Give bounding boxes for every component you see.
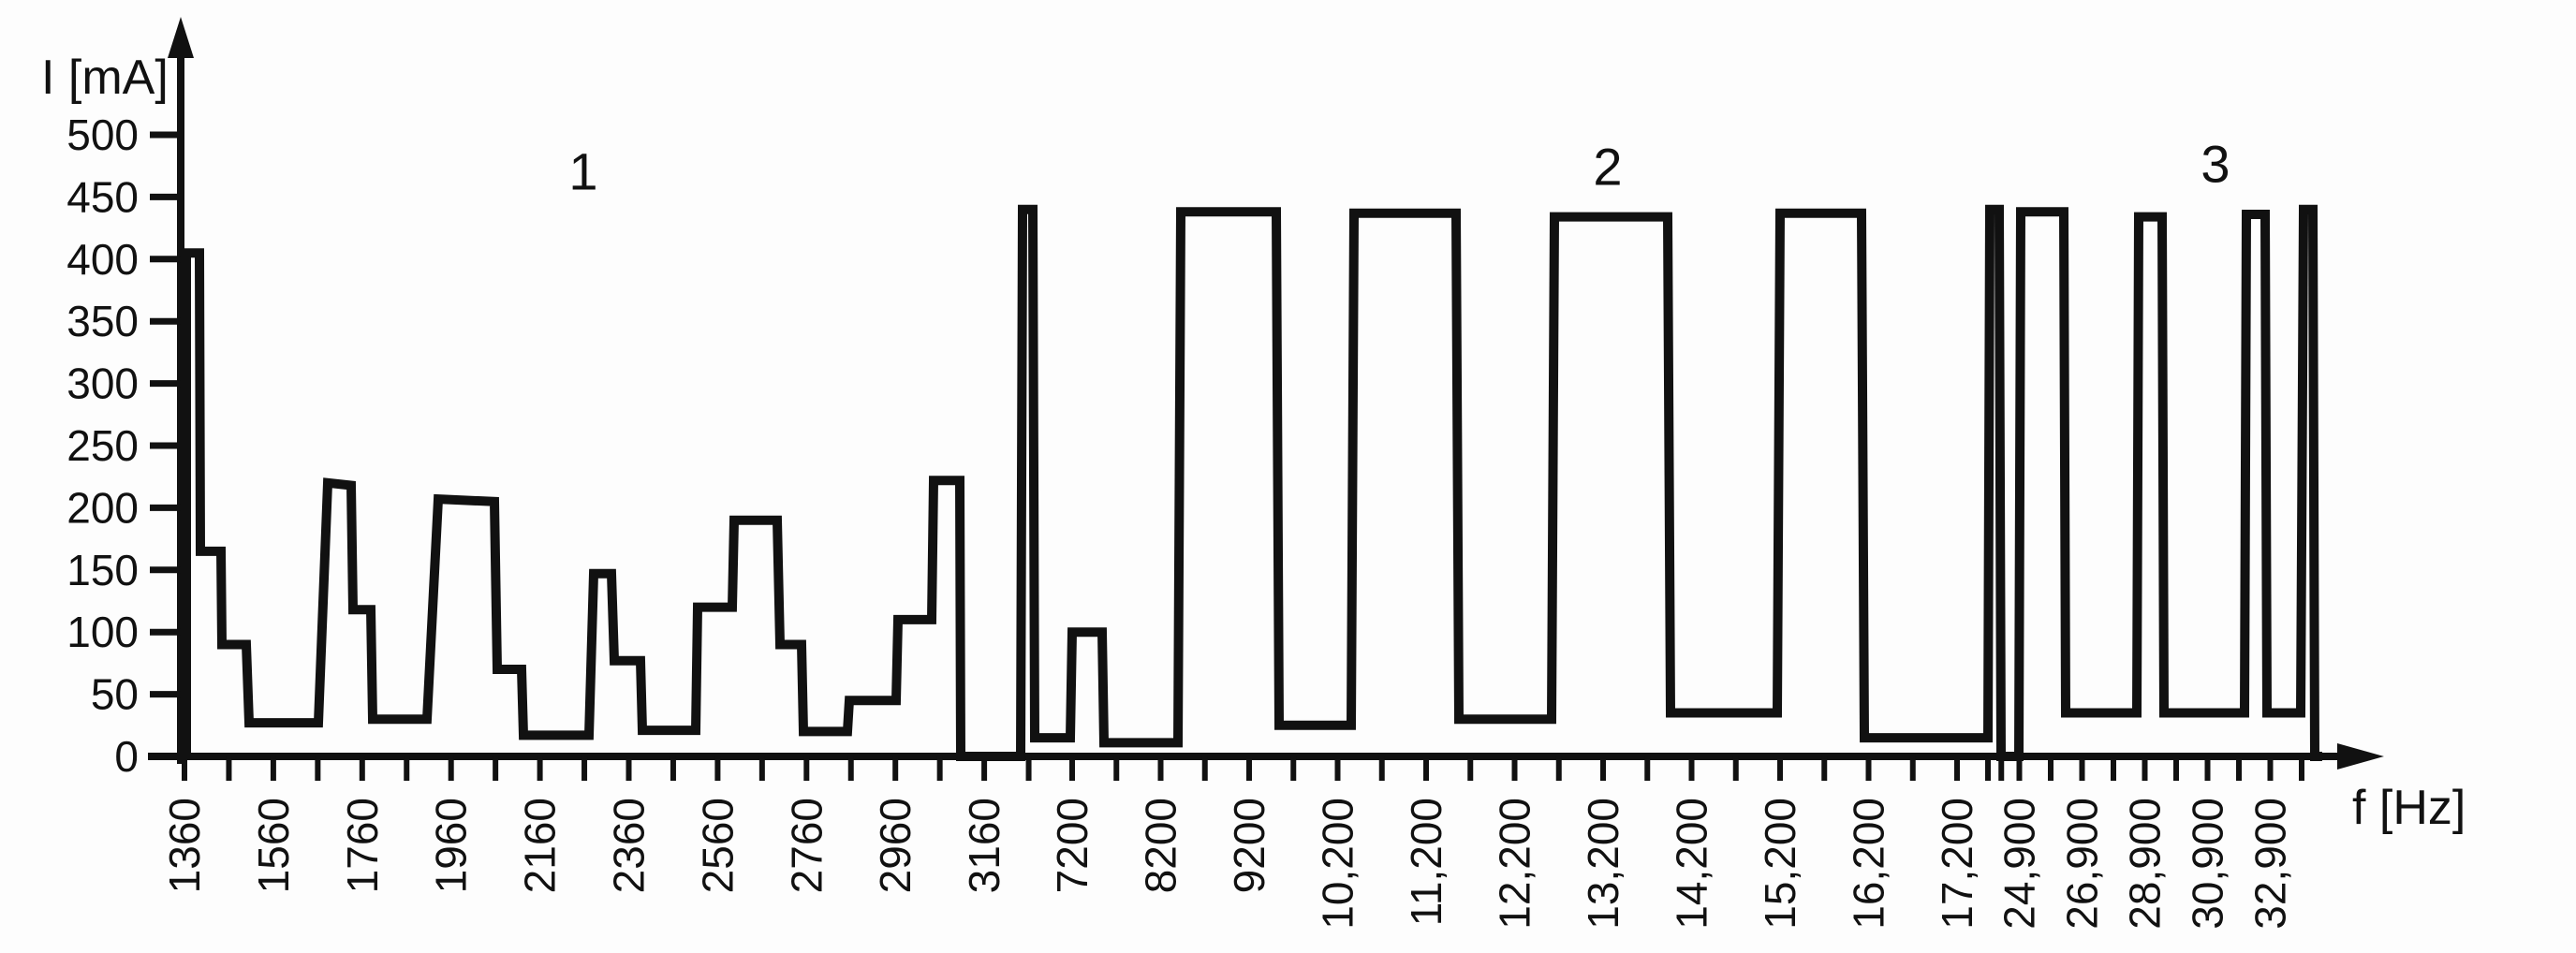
y-axis-arrow-icon	[168, 17, 194, 58]
x-tick-label: 9200	[1225, 798, 1273, 893]
x-tick-label: 2360	[605, 798, 654, 893]
region-label-1: 1	[568, 142, 597, 201]
x-tick-label: 28,900	[2121, 798, 2170, 930]
x-tick-label: 11,200	[1402, 798, 1450, 926]
y-tick-label: 500	[66, 110, 139, 159]
x-tick-label: 17,200	[1933, 798, 1981, 930]
x-tick-label: 8200	[1137, 798, 1185, 893]
x-tick-label: 1560	[249, 798, 298, 893]
x-tick-label: 1960	[427, 798, 476, 893]
y-tick-label: 400	[66, 235, 139, 284]
y-tick-label: 450	[66, 172, 139, 221]
y-tick-label: 350	[66, 297, 139, 345]
axes	[148, 17, 2384, 770]
x-tick-label: 3160	[960, 798, 1008, 893]
x-tick-label: 2560	[693, 798, 742, 893]
x-tick-label: 7200	[1048, 798, 1097, 893]
y-tick-label: 150	[66, 546, 139, 594]
x-tick-label: 24,900	[1995, 798, 2044, 930]
region-labels: 1 2 3	[568, 135, 2230, 201]
x-tick-label: 2160	[516, 798, 565, 893]
x-tick-label: 26,900	[2058, 798, 2107, 930]
region-label-3: 3	[2201, 135, 2230, 194]
current-curve	[182, 204, 2322, 761]
x-tick-label: 30,900	[2184, 798, 2232, 930]
y-tick-label: 300	[66, 359, 139, 408]
x-axis-arrow-icon	[2337, 743, 2384, 770]
y-tick-label: 200	[66, 483, 139, 532]
y-tick-label: 250	[66, 421, 139, 470]
x-tick-label: 2760	[782, 798, 831, 893]
y-tick-label: 50	[91, 670, 139, 719]
y-axis-title: I [mA]	[41, 51, 169, 105]
x-tick-label: 13,200	[1579, 798, 1627, 930]
x-tick-label: 10,200	[1314, 798, 1362, 930]
x-axis-title: f [Hz]	[2352, 781, 2466, 835]
x-tick-label: 2960	[871, 798, 920, 893]
x-tick-label: 15,200	[1756, 798, 1804, 930]
y-tick-label: 0	[114, 732, 139, 781]
region-label-2: 2	[1593, 138, 1622, 197]
x-tick-label: 32,900	[2246, 798, 2295, 930]
x-tick-label: 14,200	[1668, 798, 1716, 930]
x-axis-ticks: 1360 1560 1760 1960 2160 2360 2560 2760 2960 3160…	[160, 756, 2466, 930]
x-tick-label: 12,200	[1491, 798, 1539, 930]
x-tick-label: 1360	[160, 798, 209, 893]
y-axis-ticks: 0 50 100 150 200 250 300 350 400 450 500 I [mA]	[41, 51, 181, 781]
x-tick-label: 16,200	[1845, 798, 1893, 930]
y-tick-label: 100	[66, 608, 139, 656]
x-tick-label: 1760	[338, 798, 387, 893]
